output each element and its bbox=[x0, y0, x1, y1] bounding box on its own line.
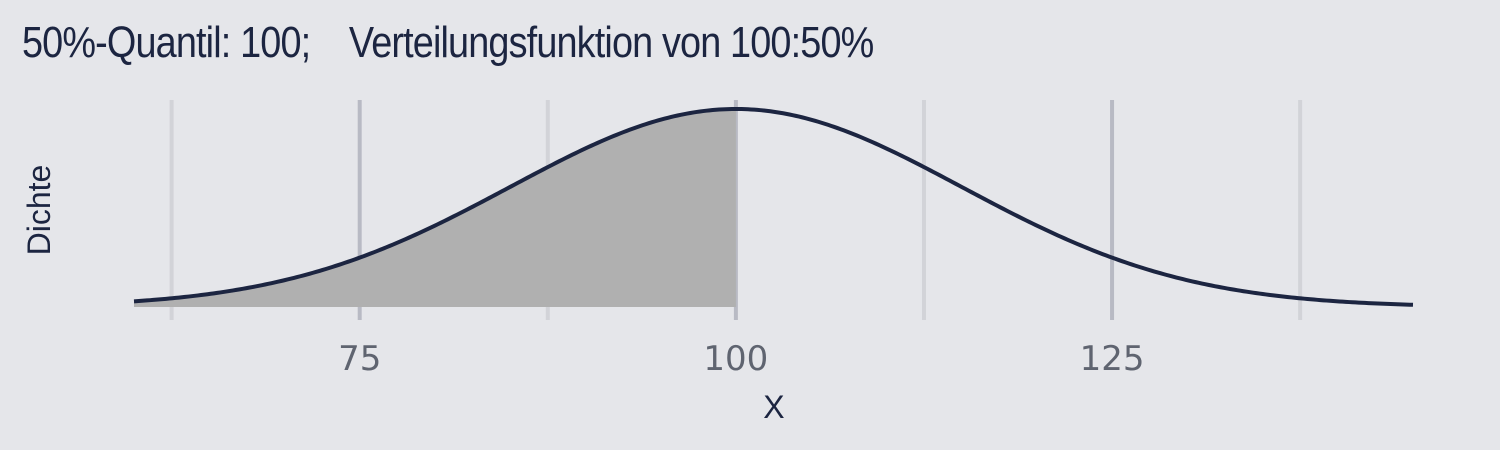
x-axis-label: X bbox=[763, 389, 784, 425]
density-curve bbox=[133, 107, 1414, 307]
x-tick-label-100: 100 bbox=[703, 339, 768, 379]
y-axis-label: Dichte bbox=[21, 165, 57, 256]
x-tick-label-75: 75 bbox=[338, 339, 381, 379]
x-axis-ticks: 75 100 125 bbox=[338, 339, 1144, 379]
shaded-area bbox=[134, 109, 736, 307]
chart-title: 50%-Quantil: 100; Verteilungsfunktion vo… bbox=[22, 18, 874, 67]
chart-marks bbox=[133, 107, 1414, 307]
x-tick-label-125: 125 bbox=[1080, 339, 1145, 379]
